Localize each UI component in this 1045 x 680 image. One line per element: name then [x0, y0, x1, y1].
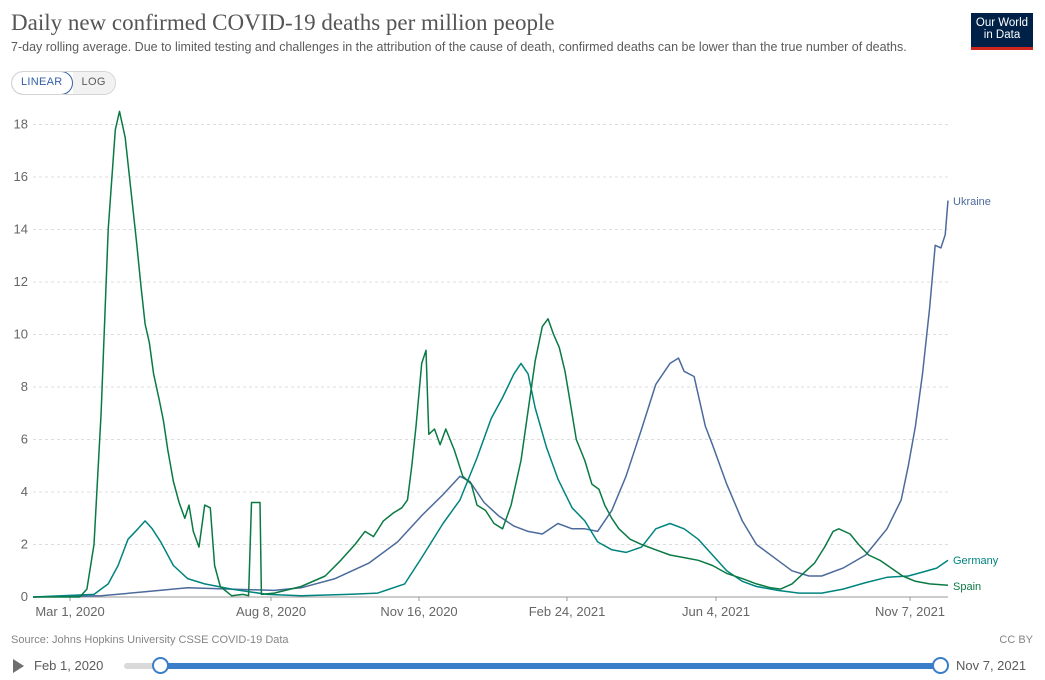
logo-line-2: in Data [983, 29, 1021, 41]
y-tick-label: 12 [14, 274, 28, 289]
scale-toggle: LINEAR LOG [11, 71, 116, 95]
chart-subtitle: 7-day rolling average. Due to limited te… [11, 40, 907, 54]
y-tick-label: 18 [14, 117, 28, 132]
x-tick-label: Aug 8, 2020 [236, 604, 306, 619]
timeline-start-handle[interactable] [151, 657, 169, 674]
timeline-selected-range [159, 663, 940, 669]
timeline-start-label: Feb 1, 2020 [34, 658, 104, 673]
timeline: Feb 1, 2020 Nov 7, 2021 [0, 655, 1045, 677]
source-text[interactable]: Source: Johns Hopkins University CSSE CO… [11, 634, 289, 646]
log-scale-button[interactable]: LOG [72, 72, 115, 94]
y-tick-label: 8 [21, 379, 28, 394]
series-line-germany [32, 362, 949, 598]
x-tick-label: Nov 16, 2020 [380, 604, 457, 619]
line-chart: 0 2 4 6 8 10 12 14 16 18 Mar 1, 2020 Aug 8, 2020 Nov… [14, 110, 999, 619]
x-tick-label: Jun 4, 2021 [682, 604, 750, 619]
timeline-end-handle[interactable] [932, 657, 949, 674]
x-tick-label: Nov 7, 2021 [875, 604, 945, 619]
logo-line-1: Our World [975, 17, 1029, 29]
license-text[interactable]: CC BY [999, 634, 1033, 646]
timeline-end-label: Nov 7, 2021 [956, 658, 1027, 673]
y-tick-label: 14 [14, 222, 28, 237]
series-line-spain [33, 110, 949, 598]
owid-logo[interactable]: Our World in Data [971, 13, 1033, 50]
chart-title: Daily new confirmed COVID-19 deaths per … [11, 10, 555, 35]
linear-scale-button[interactable]: LINEAR [11, 72, 73, 94]
y-tick-label: 2 [21, 537, 28, 552]
play-icon[interactable] [13, 659, 24, 673]
y-tick-label: 16 [14, 169, 28, 184]
x-tick-label: Mar 1, 2020 [35, 604, 104, 619]
y-tick-label: 4 [21, 484, 28, 499]
y-tick-label: 6 [21, 432, 28, 447]
y-tick-label: 0 [21, 589, 28, 604]
y-tick-label: 10 [14, 327, 28, 342]
series-label-spain: Spain [953, 581, 981, 593]
series-line-ukraine [32, 200, 949, 598]
x-tick-label: Feb 24, 2021 [529, 604, 606, 619]
series-label-germany: Germany [953, 555, 999, 567]
series-label-ukraine: Ukraine [953, 196, 991, 208]
